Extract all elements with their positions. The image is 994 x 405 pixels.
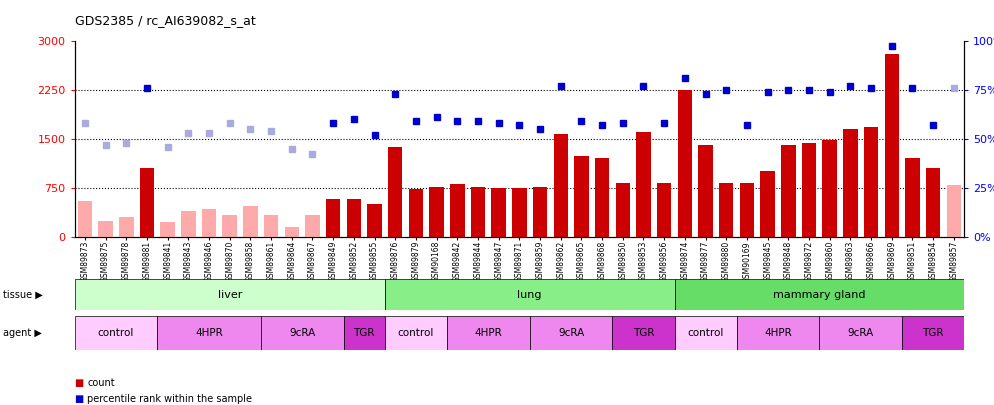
Text: control: control (97, 328, 134, 338)
Text: 9cRA: 9cRA (848, 328, 874, 338)
Bar (347, 199, 361, 237)
Bar (119, 217, 133, 237)
Bar (657, 183, 671, 237)
Text: 9cRA: 9cRA (558, 328, 584, 338)
Text: ■: ■ (75, 378, 83, 388)
Bar (678, 90, 692, 237)
Text: liver: liver (218, 290, 242, 300)
Bar (223, 215, 237, 237)
Bar (530, 316, 612, 350)
Bar (802, 143, 816, 237)
Bar (719, 183, 734, 237)
Bar (615, 183, 630, 237)
Bar (385, 279, 675, 310)
Bar (885, 53, 899, 237)
Bar (75, 316, 157, 350)
Bar (903, 316, 964, 350)
Bar (157, 316, 260, 350)
Bar (737, 316, 819, 350)
Text: 4HPR: 4HPR (195, 328, 223, 338)
Bar (447, 316, 530, 350)
Bar (946, 185, 961, 237)
Text: TGR: TGR (922, 328, 944, 338)
Bar (471, 187, 485, 237)
Bar (740, 183, 754, 237)
Bar (326, 199, 340, 237)
Bar (429, 187, 444, 237)
Text: mammary gland: mammary gland (773, 290, 866, 300)
Bar (675, 316, 737, 350)
Bar (260, 316, 344, 350)
Bar (533, 187, 548, 237)
Bar (575, 156, 588, 237)
Text: control: control (688, 328, 724, 338)
Bar (906, 158, 919, 237)
Bar (675, 279, 964, 310)
Text: TGR: TGR (354, 328, 375, 338)
Bar (244, 206, 257, 237)
Bar (512, 188, 527, 237)
Bar (98, 221, 113, 237)
Text: GDS2385 / rc_AI639082_s_at: GDS2385 / rc_AI639082_s_at (75, 14, 255, 27)
Bar (822, 140, 837, 237)
Text: tissue ▶: tissue ▶ (3, 290, 43, 300)
Text: agent ▶: agent ▶ (3, 328, 42, 338)
Bar (385, 316, 447, 350)
Bar (819, 316, 903, 350)
Bar (491, 188, 506, 237)
Bar (612, 316, 675, 350)
Text: ■: ■ (75, 394, 83, 404)
Bar (450, 184, 464, 237)
Bar (636, 132, 651, 237)
Bar (925, 168, 940, 237)
Text: percentile rank within the sample: percentile rank within the sample (87, 394, 252, 404)
Text: 4HPR: 4HPR (474, 328, 502, 338)
Bar (594, 158, 609, 237)
Text: control: control (398, 328, 434, 338)
Bar (160, 222, 175, 237)
Text: 9cRA: 9cRA (289, 328, 315, 338)
Bar (388, 147, 403, 237)
Bar (368, 204, 382, 237)
Bar (140, 168, 154, 237)
Bar (75, 279, 385, 310)
Bar (781, 145, 795, 237)
Bar (699, 145, 713, 237)
Text: count: count (87, 378, 115, 388)
Bar (181, 211, 196, 237)
Bar (284, 227, 299, 237)
Bar (554, 134, 568, 237)
Bar (843, 129, 858, 237)
Text: 4HPR: 4HPR (764, 328, 792, 338)
Text: lung: lung (518, 290, 542, 300)
Bar (760, 171, 775, 237)
Text: TGR: TGR (633, 328, 654, 338)
Bar (864, 127, 879, 237)
Bar (305, 215, 320, 237)
Bar (263, 215, 278, 237)
Bar (344, 316, 385, 350)
Bar (409, 189, 423, 237)
Bar (78, 201, 92, 237)
Bar (202, 209, 217, 237)
